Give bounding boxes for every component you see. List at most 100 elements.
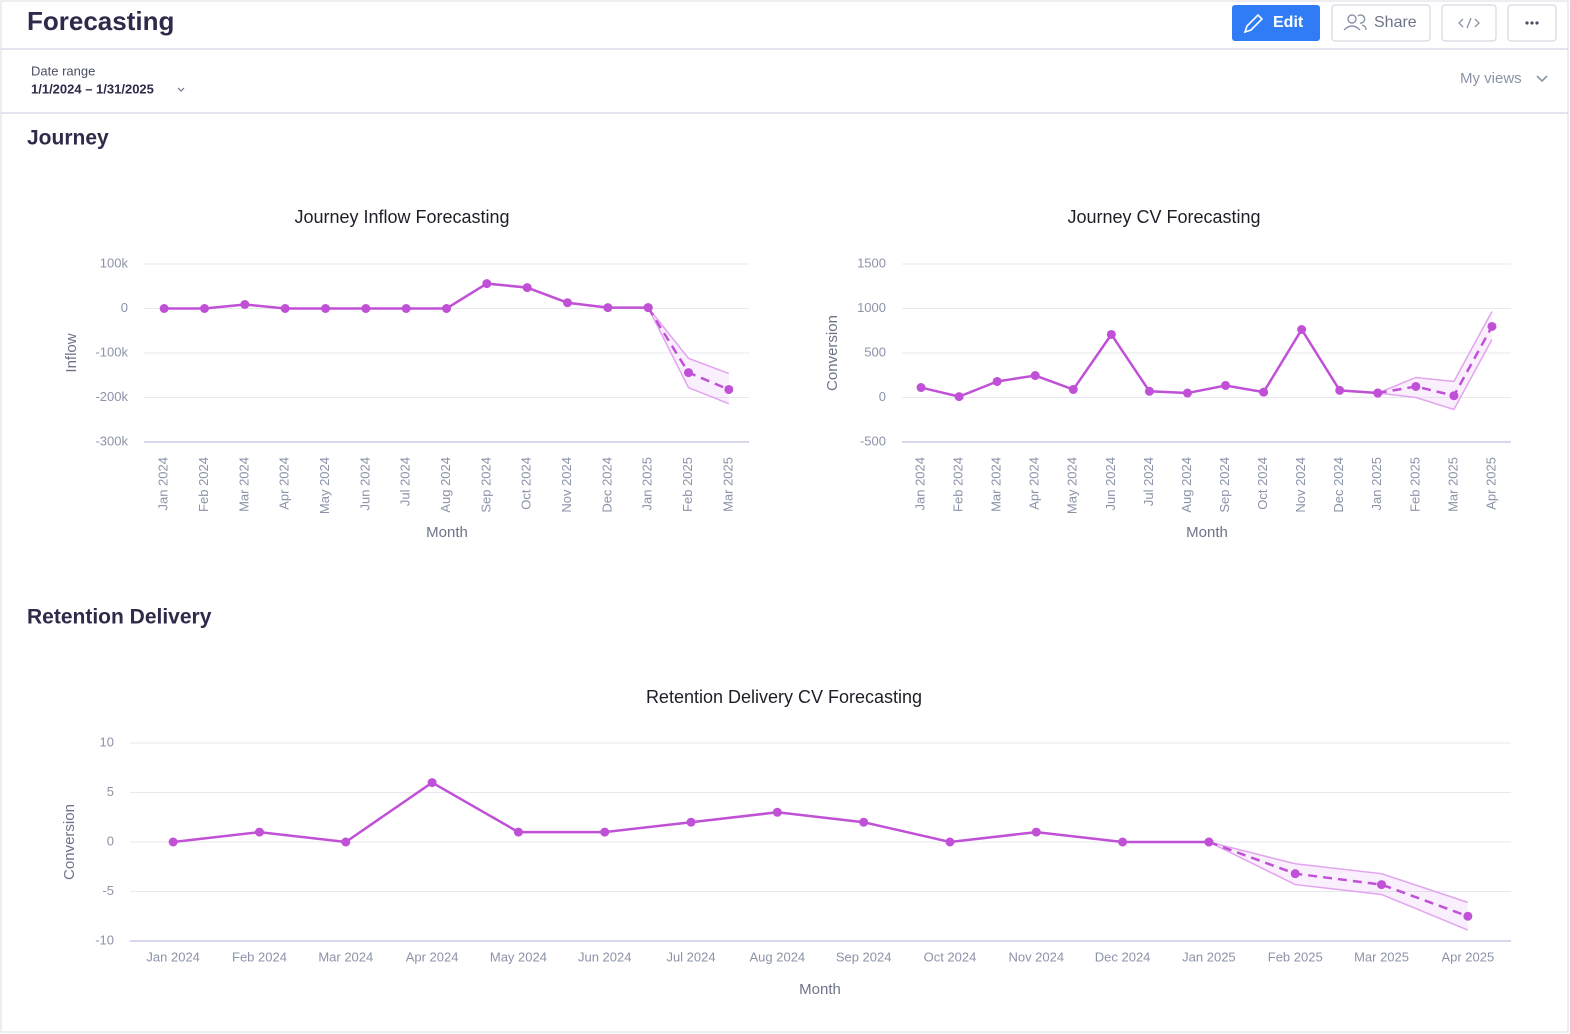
x-tick-label: Jul 2024 xyxy=(398,457,413,506)
date-range-filter[interactable]: 1/1/2024 – 1/31/2025 xyxy=(31,81,185,96)
x-tick-label: Mar 2025 xyxy=(1354,949,1409,964)
point xyxy=(1259,387,1269,397)
x-tick-label: Apr 2024 xyxy=(277,457,292,510)
button-label: Edit xyxy=(1273,14,1304,31)
x-tick-label: Feb 2024 xyxy=(951,457,966,512)
point xyxy=(1487,321,1497,331)
x-tick-label: Mar 2024 xyxy=(318,949,373,964)
y-tick-label: 500 xyxy=(864,344,886,359)
point xyxy=(1335,385,1345,395)
x-tick-label: Oct 2024 xyxy=(924,949,977,964)
point xyxy=(992,376,1002,386)
chart-title: Journey Inflow Forecasting xyxy=(294,207,509,227)
x-tick-label: Feb 2025 xyxy=(1407,457,1422,512)
x-tick-label: Aug 2024 xyxy=(750,949,806,964)
x-tick-label: Feb 2024 xyxy=(196,457,211,512)
point xyxy=(427,778,437,788)
y-axis-title: Inflow xyxy=(63,333,80,372)
y-tick-label: -200k xyxy=(95,389,128,404)
point xyxy=(1411,381,1421,391)
filter-label: Date range xyxy=(31,63,95,78)
point xyxy=(1290,869,1300,879)
y-tick-label: 100k xyxy=(100,255,129,270)
band-upper-line xyxy=(1377,311,1493,394)
x-tick-label: Jun 2024 xyxy=(578,949,632,964)
point xyxy=(1373,388,1383,398)
x-tick-label: Oct 2024 xyxy=(519,457,534,510)
point xyxy=(254,827,264,837)
dot-icon xyxy=(1535,21,1539,25)
dot-icon xyxy=(1525,21,1529,25)
people-icon xyxy=(1343,14,1367,31)
views-dropdown[interactable]: My views xyxy=(1460,70,1548,87)
point xyxy=(643,303,653,313)
point xyxy=(945,837,955,847)
x-tick-label: Jan 2024 xyxy=(156,457,171,511)
point xyxy=(603,303,613,313)
views-label: My views xyxy=(1460,70,1522,87)
point xyxy=(482,279,492,289)
x-tick-label: Dec 2024 xyxy=(1331,457,1346,513)
band-upper-line xyxy=(1208,841,1469,904)
point xyxy=(563,298,572,308)
point xyxy=(1068,384,1078,394)
code-icon xyxy=(1458,17,1480,29)
y-axis-title: Conversion xyxy=(824,315,841,391)
y-tick-label: 0 xyxy=(879,389,886,404)
point xyxy=(1118,837,1128,847)
x-tick-label: May 2024 xyxy=(490,949,547,964)
x-tick-label: Dec 2024 xyxy=(1095,949,1151,964)
point xyxy=(1030,371,1040,381)
share-button[interactable]: Share xyxy=(1331,4,1431,42)
dot-icon xyxy=(1530,21,1534,25)
x-tick-label: Dec 2024 xyxy=(599,457,614,513)
x-tick-label: Apr 2025 xyxy=(1483,457,1498,510)
x-tick-label: Sep 2024 xyxy=(478,457,493,513)
edit-button[interactable]: Edit xyxy=(1232,5,1320,41)
people-icon xyxy=(1347,14,1357,24)
x-tick-label: Apr 2024 xyxy=(1027,457,1042,510)
section-title: Retention Delivery xyxy=(27,606,212,629)
x-tick-label: Jun 2024 xyxy=(357,457,372,511)
x-tick-label: Mar 2024 xyxy=(236,457,251,512)
more-button[interactable] xyxy=(1507,4,1557,42)
band-upper-line xyxy=(647,307,730,375)
point xyxy=(1144,386,1154,396)
band-lower-line xyxy=(1208,841,1469,931)
section-title: Journey xyxy=(27,127,109,150)
forecast-line xyxy=(1208,840,1469,918)
x-tick-label: Oct 2024 xyxy=(1255,457,1270,510)
point xyxy=(1182,388,1192,398)
x-tick-label: Jul 2024 xyxy=(1141,457,1156,506)
point xyxy=(341,837,351,847)
y-tick-label: 0 xyxy=(121,300,128,315)
point xyxy=(401,304,411,313)
x-tick-label: Sep 2024 xyxy=(1217,457,1232,513)
point xyxy=(600,827,610,837)
confidence-band xyxy=(1377,311,1492,410)
point xyxy=(159,304,169,313)
x-tick-label: Apr 2024 xyxy=(406,949,459,964)
y-tick-label: -10 xyxy=(95,932,114,947)
x-axis-title: Month xyxy=(799,981,841,998)
point xyxy=(522,283,532,293)
forecast-line xyxy=(1377,325,1494,398)
x-axis-title: Month xyxy=(426,524,468,541)
embed-button[interactable] xyxy=(1441,4,1497,42)
band-lower-line xyxy=(647,307,730,405)
point xyxy=(321,304,330,313)
point xyxy=(684,368,693,378)
point xyxy=(1106,329,1116,339)
point xyxy=(916,383,926,393)
x-tick-label: Jan 2025 xyxy=(640,457,655,511)
point xyxy=(686,817,696,827)
x-tick-label: May 2024 xyxy=(317,457,332,514)
filter-value: 1/1/2024 – 1/31/2025 xyxy=(31,81,154,96)
chart-title: Journey CV Forecasting xyxy=(1067,207,1260,227)
x-tick-label: Feb 2025 xyxy=(1268,949,1323,964)
x-tick-label: Apr 2025 xyxy=(1441,949,1494,964)
y-axis-title: Conversion xyxy=(61,804,78,880)
x-tick-label: Jan 2025 xyxy=(1182,949,1236,964)
chevron xyxy=(1536,75,1548,83)
